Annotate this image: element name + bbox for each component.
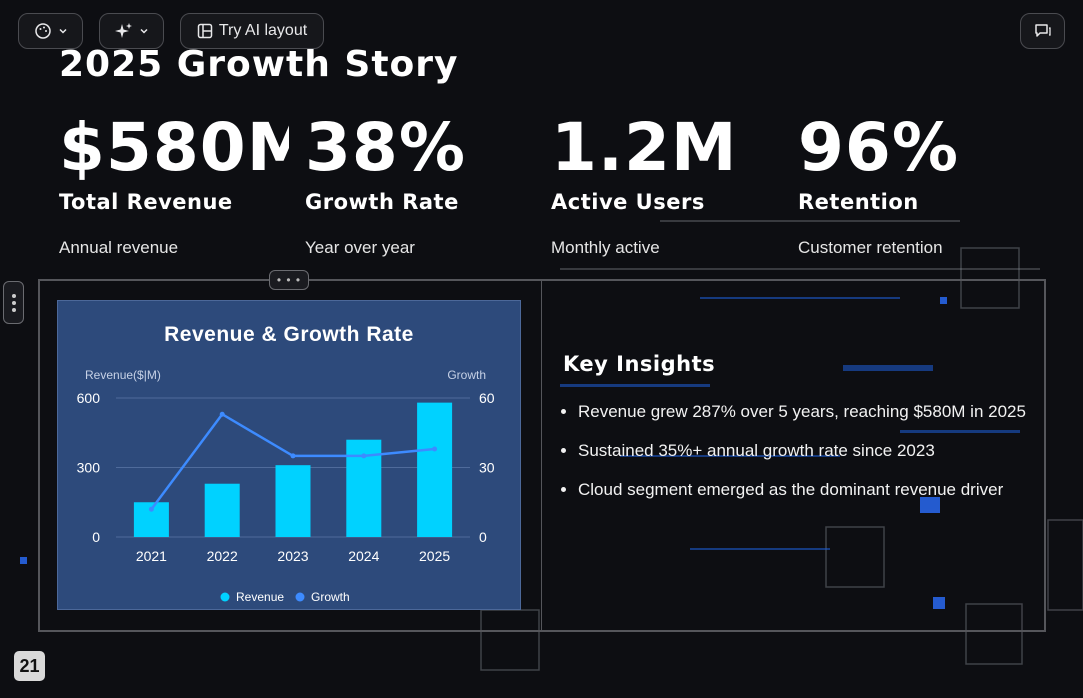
- chart-canvas: Revenue($|M) Growth 0 300 600 0 30 60 2021 2022 20…: [77, 368, 495, 604]
- comment-icon: [1034, 24, 1051, 37]
- more-horizontal-icon: • • •: [276, 273, 302, 287]
- more-vertical-icon: [11, 293, 16, 312]
- insight-item: Revenue grew 287% over 5 years, reaching…: [578, 399, 1038, 425]
- legend-revenue-label: Revenue: [236, 590, 284, 604]
- y-tick-label: 0: [92, 529, 100, 545]
- stat-label: Retention: [798, 190, 919, 214]
- slide-title: 2025 Growth Story: [59, 44, 459, 85]
- magic-menu-button[interactable]: [99, 13, 164, 49]
- drag-handle[interactable]: [3, 281, 24, 324]
- content-block-frame[interactable]: [38, 279, 1046, 632]
- column-divider[interactable]: [541, 279, 542, 632]
- x-tick-label: 2023: [277, 548, 308, 564]
- comments-button[interactable]: [1020, 13, 1065, 49]
- legend-revenue-marker: [220, 592, 230, 602]
- legend-growth-marker: [295, 592, 305, 602]
- stat-growth-rate: 38% Growth Rate Year over year: [305, 108, 545, 258]
- y2-tick-label: 60: [479, 390, 495, 406]
- insight-item: Cloud segment emerged as the dominant re…: [578, 477, 1038, 503]
- stat-label: Active Users: [551, 190, 705, 214]
- stat-value: 96%: [798, 109, 959, 186]
- stat-active-users: 1.2M Active Users Monthly active: [551, 108, 791, 258]
- stat-label: Growth Rate: [305, 190, 459, 214]
- x-tick-label: 2022: [207, 548, 238, 564]
- row-resize-handle[interactable]: • • •: [269, 270, 309, 290]
- x-tick-label: 2021: [136, 548, 167, 564]
- y-axis-title: Revenue($|M): [85, 368, 161, 382]
- chevron-down-icon: [58, 28, 67, 34]
- revenue-bar: [204, 483, 240, 537]
- stat-value: 38%: [305, 109, 466, 186]
- revenue-bar: [275, 465, 311, 537]
- y2-tick-label: 0: [479, 529, 487, 545]
- stat-retention: 96% Retention Customer retention: [798, 108, 1038, 258]
- insights-title: Key Insights: [563, 352, 716, 376]
- layout-icon: [197, 23, 213, 39]
- stat-value: $580M: [59, 109, 289, 186]
- stat-total-revenue: $580M Total Revenue Annual revenue: [59, 108, 289, 258]
- stat-subtext: Year over year: [305, 238, 415, 257]
- growth-point: [148, 506, 154, 512]
- chart-title: Revenue & Growth Rate: [164, 323, 414, 346]
- sparkle-icon: [114, 23, 132, 38]
- y2-axis-title: Growth: [447, 368, 486, 382]
- revenue-bar: [417, 402, 453, 537]
- y2-tick-label: 30: [479, 460, 495, 476]
- insight-item: Sustained 35%+ annual growth rate since …: [578, 438, 1038, 464]
- growth-point: [219, 411, 225, 417]
- try-ai-layout-button[interactable]: Try AI layout: [180, 13, 324, 49]
- y-tick-label: 300: [77, 460, 101, 476]
- revenue-growth-chart[interactable]: Revenue & Growth Rate Revenue($|M) Growth…: [57, 300, 521, 610]
- stat-label: Total Revenue: [59, 190, 233, 214]
- stat-subtext: Customer retention: [798, 238, 943, 257]
- x-tick-label: 2024: [348, 548, 379, 564]
- stat-subtext: Annual revenue: [59, 238, 179, 257]
- growth-point: [361, 453, 367, 459]
- legend-growth-label: Growth: [311, 590, 350, 604]
- growth-point: [290, 453, 296, 459]
- palette-icon: [34, 23, 51, 39]
- stat-value: 1.2M: [551, 109, 738, 186]
- x-tick-label: 2025: [419, 548, 450, 564]
- page-number-badge[interactable]: 21: [14, 651, 45, 681]
- growth-point: [432, 446, 438, 452]
- insights-list: Revenue grew 287% over 5 years, reaching…: [556, 399, 1038, 516]
- chevron-down-icon: [139, 28, 148, 34]
- y-tick-label: 600: [77, 390, 101, 406]
- stat-subtext: Monthly active: [551, 238, 660, 257]
- theme-menu-button[interactable]: [18, 13, 83, 49]
- try-ai-layout-label: Try AI layout: [218, 22, 308, 39]
